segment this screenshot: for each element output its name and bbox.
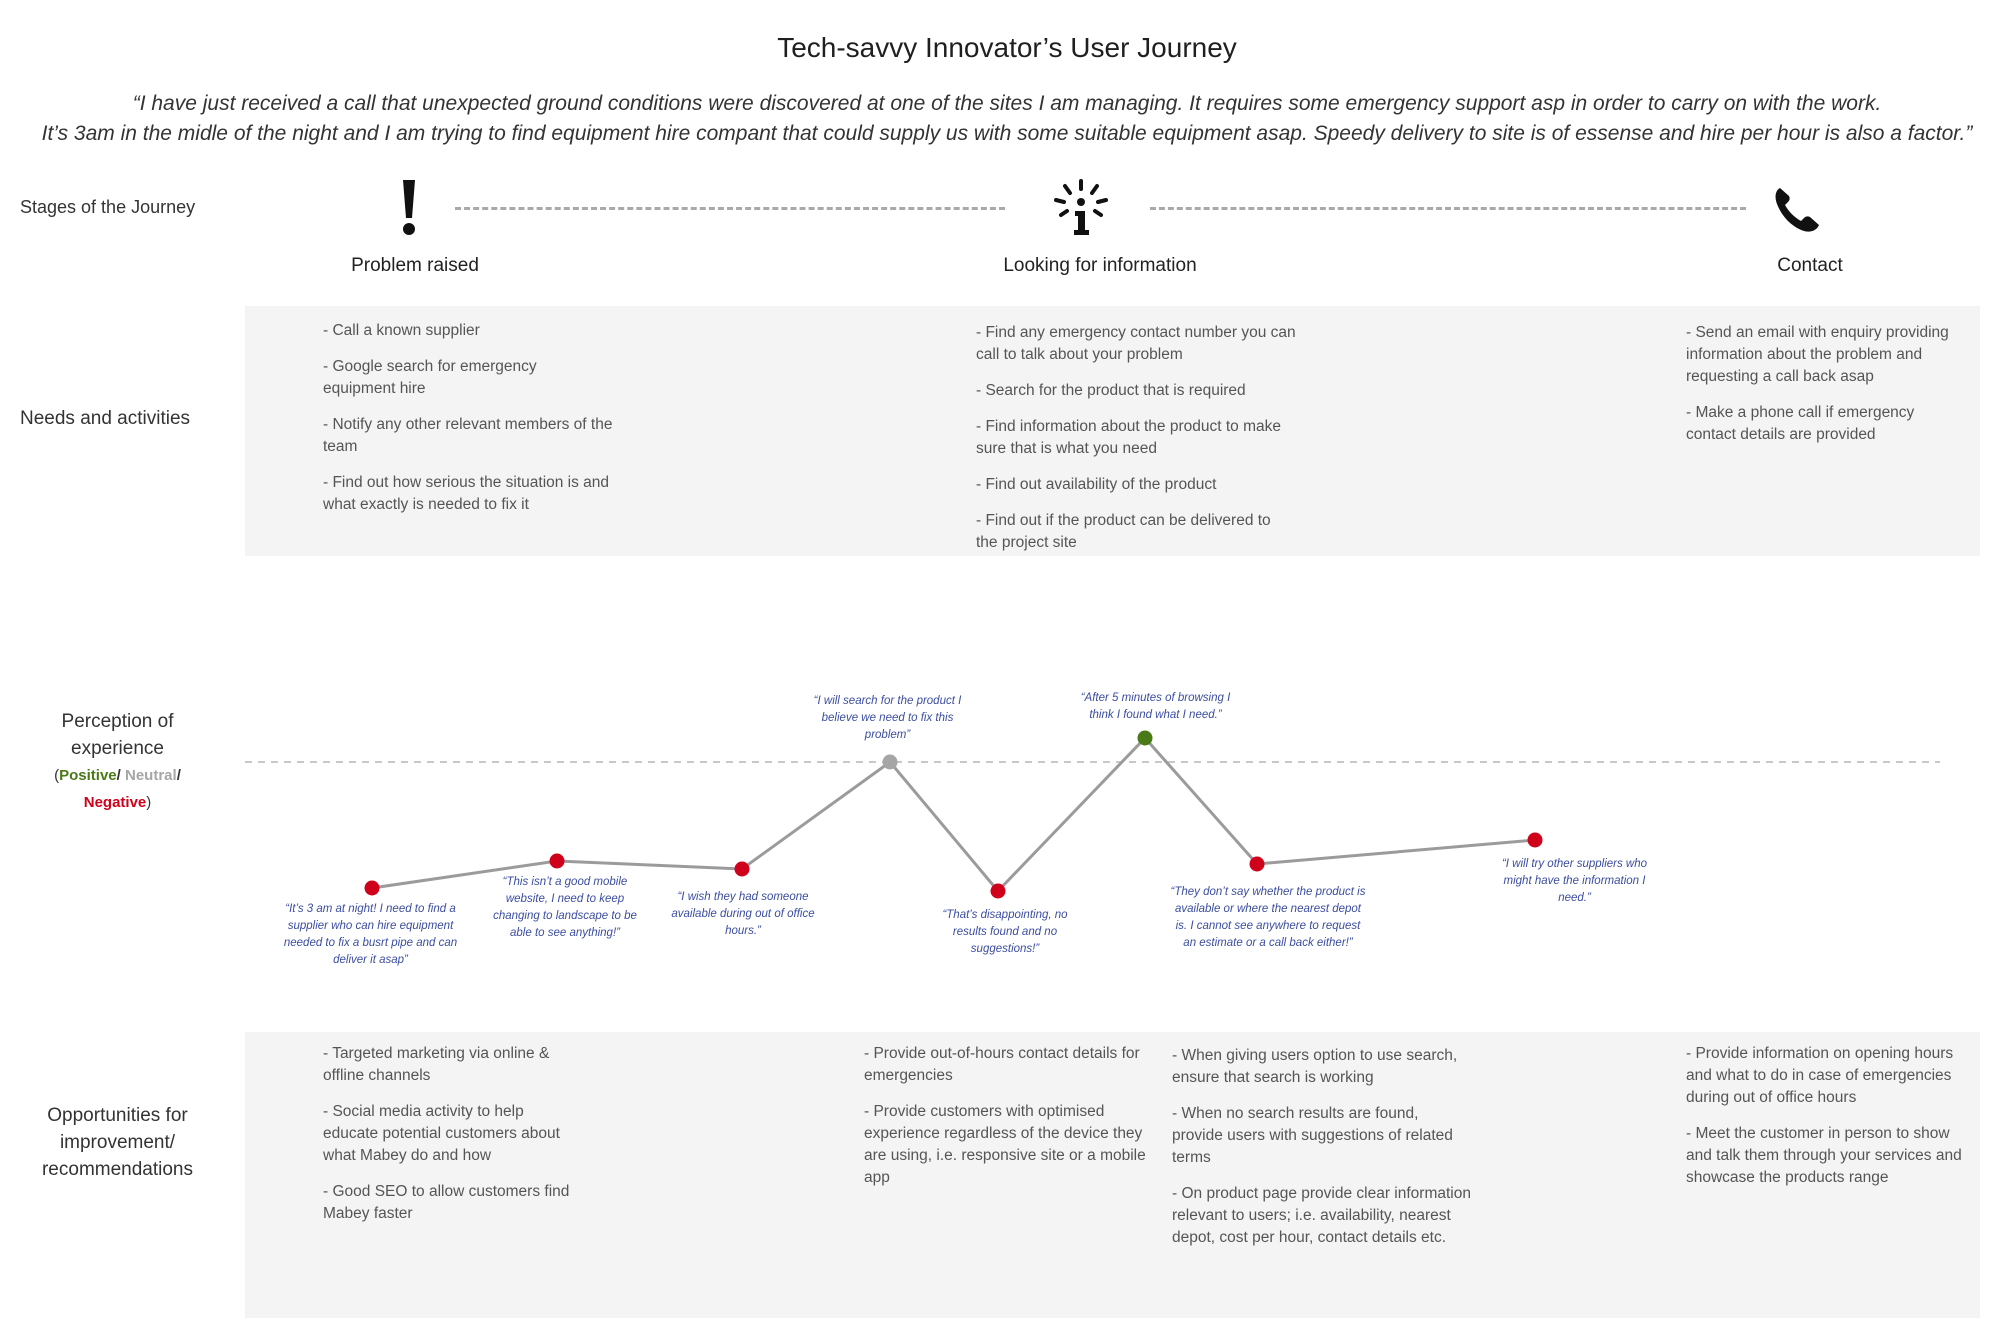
exclamation-icon — [394, 178, 424, 238]
needs-contact-list: - Send an email with enquiry providing i… — [1686, 322, 1956, 460]
row-label-needs: Needs and activities — [20, 408, 191, 429]
list-item: - Find out availability of the product — [976, 476, 1217, 493]
persona-quote-line-1: “I have just received a call that unexpe… — [132, 92, 1882, 115]
legend-paren-close: ) — [146, 794, 152, 811]
needs-problem-list: - Call a known supplier - Google search … — [323, 320, 613, 530]
list-item: - Notify any other relevant members of t… — [323, 416, 613, 455]
point-quote-8: “I will try other suppliers who might ha… — [1501, 858, 1648, 904]
experience-point-5 — [990, 883, 1006, 899]
list-item: - Meet the customer in person to show an… — [1686, 1125, 1962, 1186]
phone-icon — [1772, 184, 1822, 234]
list-item: - When no search results are found, prov… — [1172, 1105, 1453, 1166]
perception-label-line-1: Perception of — [61, 711, 174, 732]
experience-point-1 — [364, 880, 380, 896]
opportunities-col-4: - Provide information on opening hours a… — [1686, 1043, 1976, 1203]
legend-positive: Positive — [59, 767, 117, 784]
point-quote-6: “After 5 minutes of browsing I think I f… — [1080, 692, 1231, 721]
opportunities-panel — [245, 1032, 1980, 1318]
list-item: - Provide out-of-hours contact details f… — [864, 1045, 1140, 1084]
list-item: - Good SEO to allow customers find Mabey… — [323, 1183, 570, 1222]
point-quote-2: “This isn’t a good mobile website, I nee… — [493, 876, 637, 939]
list-item: - Google search for emergency equipment … — [323, 358, 537, 397]
experience-point-4 — [882, 754, 898, 770]
point-quote-4: “I will search for the product I believe… — [813, 695, 962, 741]
opportunities-col-2: - Provide out-of-hours contact details f… — [864, 1043, 1149, 1203]
list-item: - On product page provide clear informat… — [1172, 1185, 1471, 1246]
row-label-stages: Stages of the Journey — [20, 197, 196, 217]
list-item: - Make a phone call if emergency contact… — [1686, 404, 1915, 443]
list-item: - Targeted marketing via online & offlin… — [323, 1045, 550, 1084]
info-burst-icon — [1053, 178, 1109, 238]
opp-label-line-1: Opportunities for — [47, 1105, 188, 1126]
experience-point-8 — [1527, 832, 1543, 848]
stage-connector-1 — [455, 207, 1005, 210]
legend-paren-open: ( — [54, 767, 60, 784]
stage-name-contact: Contact — [1777, 255, 1843, 276]
opp-label-line-2: improvement/ — [59, 1132, 176, 1153]
opportunities-col-1: - Targeted marketing via online & offlin… — [323, 1043, 583, 1239]
legend-slash: / — [176, 767, 181, 784]
legend-neutral: Neutral — [125, 767, 177, 784]
experience-line — [371, 735, 1536, 894]
point-quote-3: “I wish they had someone available durin… — [671, 891, 815, 937]
list-item: - Social media activity to help educate … — [323, 1103, 560, 1164]
opp-label-line-3: recommendations — [41, 1159, 194, 1180]
list-item: - When giving users option to use search… — [1172, 1047, 1458, 1086]
list-item: - Find any emergency contact number you … — [976, 324, 1296, 363]
experience-point-3 — [734, 861, 750, 877]
perception-label-line-2: experience — [71, 738, 164, 759]
opportunities-col-3: - When giving users option to use search… — [1172, 1045, 1472, 1263]
legend-slash: / — [116, 767, 121, 784]
stage-name-looking-for-information: Looking for information — [1003, 255, 1197, 276]
experience-point-2 — [549, 853, 565, 869]
list-item: - Send an email with enquiry providing i… — [1686, 324, 1949, 385]
perception-legend-line-2: Negative) — [20, 789, 215, 816]
point-quote-7: “They don’t say whether the product is a… — [1170, 886, 1366, 949]
list-item: - Find out how serious the situation is … — [323, 474, 610, 513]
stage-name-problem-raised: Problem raised — [351, 255, 479, 276]
point-quote-1: “It’s 3 am at night! I need to find a su… — [283, 903, 458, 966]
stage-connector-2 — [1150, 207, 1746, 210]
list-item: - Call a known supplier — [323, 322, 480, 339]
experience-point-6 — [1137, 730, 1153, 746]
legend-negative: Negative — [83, 794, 147, 811]
perception-legend: (Positive/ Neutral/ — [20, 762, 215, 789]
row-label-opportunities: Opportunities for improvement/ recommend… — [20, 1102, 215, 1183]
point-quote-5: “That’s disappointing, no results found … — [942, 909, 1068, 955]
row-label-perception: Perception of experience (Positive/ Neut… — [20, 708, 215, 816]
list-item: - Provide information on opening hours a… — [1686, 1045, 1954, 1106]
list-item: - Find out if the product can be deliver… — [976, 512, 1271, 551]
needs-panel — [245, 306, 1980, 556]
list-item: - Find information about the product to … — [976, 418, 1281, 457]
list-item: - Search for the product that is require… — [976, 382, 1246, 399]
needs-info-list: - Find any emergency contact number you … — [976, 322, 1296, 568]
persona-quote-line-2: It’s 3am in the midle of the night and I… — [41, 122, 1973, 145]
experience-point-7 — [1249, 856, 1265, 872]
list-item: - Provide customers with optimised exper… — [864, 1103, 1146, 1186]
page-title: Tech-savvy Innovator’s User Journey — [777, 32, 1237, 63]
